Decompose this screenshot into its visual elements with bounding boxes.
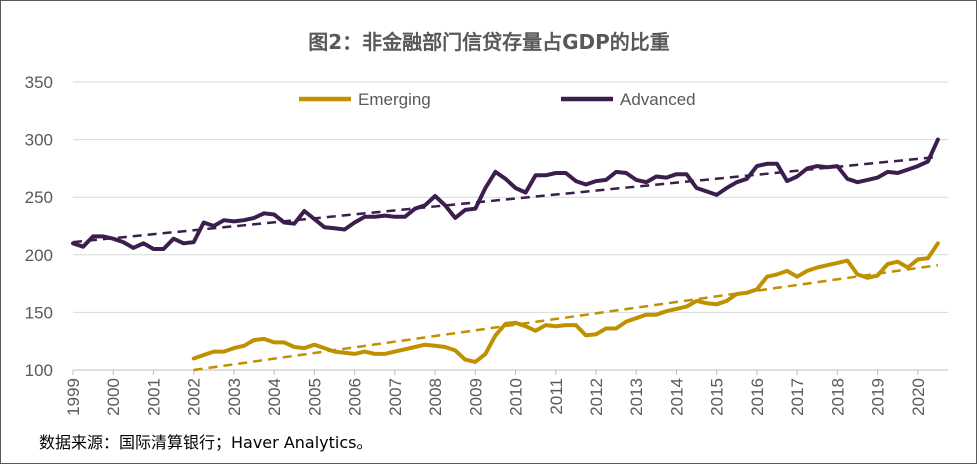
x-tick-label: 2018 [828,378,847,416]
trend-lines [72,155,939,372]
legend-label-advanced: Advanced [620,90,696,109]
series-lines [71,137,940,364]
x-tick-label: 2019 [869,378,888,416]
x-tick-label: 2005 [305,378,324,416]
x-tick-label: 2002 [185,378,204,416]
x-tick-label: 2009 [466,378,485,416]
x-tick-label: 2003 [225,378,244,416]
x-tick-label: 2008 [426,378,445,416]
x-axis: 1999 2000 2001 2002 2003 2004 2005 2006 2007 2008… [64,369,948,416]
x-tick-label: 2013 [627,378,646,416]
x-tick-label: 2016 [748,378,767,416]
trend-line [193,263,939,372]
x-tick-label: 2020 [909,378,928,416]
source-note: 数据来源：国际清算银行；Haver Analytics。 [39,433,372,452]
x-tick-label: 2012 [587,378,606,416]
series-line [71,137,940,251]
y-axis: 100 150 200 250 300 350 [25,73,53,380]
x-tick-label: 2010 [507,378,526,416]
gridlines [73,81,948,313]
y-tick-label: 350 [25,73,53,92]
x-tick-label: 2011 [547,378,566,415]
legend: Emerging Advanced [299,90,696,109]
y-tick-label: 100 [25,361,53,380]
x-tick-label: 1999 [64,378,83,416]
y-tick-label: 150 [25,303,53,322]
x-tick-label: 2007 [386,378,405,416]
x-tick-label: 2014 [667,378,686,416]
legend-label-emerging: Emerging [358,90,431,109]
trend-line [72,155,939,244]
y-tick-label: 200 [25,246,53,265]
x-tick-label: 2006 [346,378,365,416]
x-tick-label: 2001 [144,378,163,416]
chart-title: 图2：非金融部门信贷存量占GDP的比重 [308,30,670,54]
x-tick-label: 2000 [104,378,123,416]
x-tick-label: 2015 [708,378,727,416]
x-tick-label: 2017 [788,378,807,416]
y-tick-label: 300 [25,131,53,150]
series-line [191,241,940,364]
x-tick-label: 2004 [265,378,284,416]
y-tick-label: 250 [25,188,53,207]
